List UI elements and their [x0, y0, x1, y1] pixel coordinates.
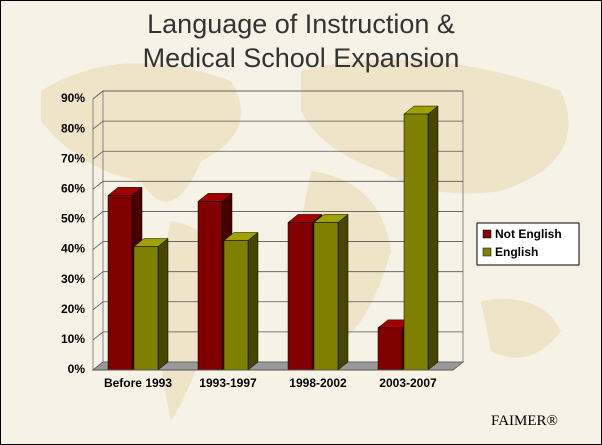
bar [107, 195, 133, 371]
x-tick-label: 1998-2002 [289, 376, 347, 390]
bar-side [337, 213, 349, 371]
y-tick-label: 60% [61, 182, 85, 196]
bar [403, 113, 429, 371]
bar [197, 201, 223, 371]
legend-label: Not English [495, 227, 562, 241]
grid-line [92, 150, 463, 160]
y-tick-label: 50% [61, 212, 85, 226]
chart-title: Language of Instruction & Medical School… [142, 9, 460, 73]
bar-side [157, 238, 169, 371]
y-tick-label: 70% [61, 151, 85, 165]
y-tick-label: 20% [61, 302, 85, 316]
bar-side [247, 232, 259, 371]
y-tick-label: 0% [68, 362, 86, 376]
bar [313, 222, 339, 371]
x-tick-label: Before 1993 [104, 376, 172, 390]
grid-line [92, 90, 463, 100]
bar [377, 327, 403, 371]
bar [223, 240, 249, 371]
bar [287, 222, 313, 371]
y-tick-label: 40% [61, 242, 85, 256]
legend-box [476, 222, 580, 266]
x-tick-label: 1993-1997 [199, 376, 257, 390]
bar-side [427, 105, 439, 371]
bar [133, 246, 159, 371]
grid-line [92, 120, 463, 130]
grid-line [92, 180, 463, 190]
y-tick-label: 10% [61, 332, 85, 346]
legend-swatch [482, 247, 492, 257]
y-tick-label: 80% [61, 121, 85, 135]
x-tick-label: 2003-2007 [379, 376, 437, 390]
y-tick-label: 90% [61, 91, 85, 105]
grid-line [92, 211, 463, 220]
legend-label: English [495, 245, 538, 259]
legend-swatch [482, 229, 492, 239]
footer: FAIMER® [491, 413, 558, 429]
y-tick-label: 30% [61, 272, 85, 286]
